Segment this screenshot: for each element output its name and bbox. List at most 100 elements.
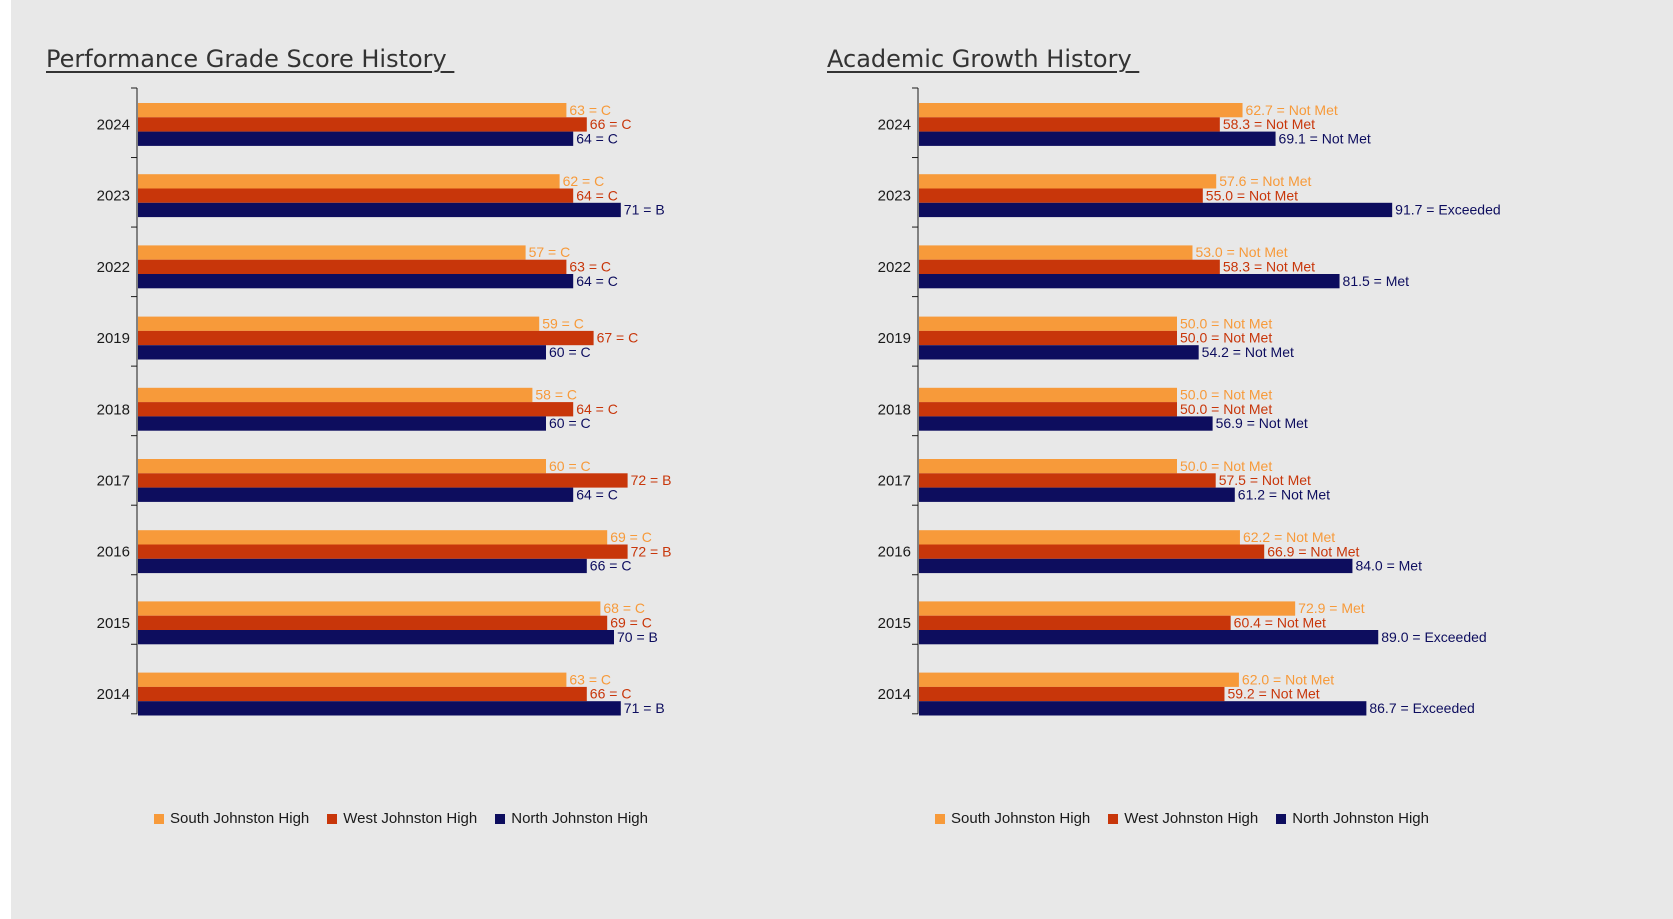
data-label-west: 64 = C [576,401,618,417]
chart-title: Performance Grade Score History [46,45,455,73]
bar-west [138,117,587,132]
bar-south [138,530,608,545]
data-label-west: 69 = C [610,615,652,631]
bar-north [138,630,614,645]
data-label-north: 86.7 = Exceeded [1369,700,1474,716]
legend-item-north[interactable]: North Johnston High [1276,810,1429,827]
y-tick-label: 2014 [97,686,130,703]
bar-north [138,274,574,289]
data-label-north: 89.0 = Exceeded [1381,629,1486,645]
data-label-north: 84.0 = Met [1355,558,1422,574]
y-tick-label: 2023 [878,188,911,205]
data-label-north: 64 = C [576,130,618,146]
data-label-south: 60 = C [549,458,591,474]
bar-north [919,131,1276,146]
bar-north [138,558,587,574]
y-tick-label: 2015 [97,615,130,632]
data-label-north: 61.2 = Not Met [1238,486,1330,502]
data-label-west: 72 = B [631,543,672,559]
legend-label: West Johnston High [343,810,478,827]
data-label-north: 71 = B [624,202,665,218]
bar-west [919,686,1225,702]
data-label-west: 66.9 = Not Met [1267,543,1359,559]
bar-west [919,473,1216,488]
data-label-west: 66 = C [590,686,632,702]
bar-south [138,316,540,331]
data-label-north: 60 = C [549,415,591,431]
y-tick-label: 2022 [878,259,911,276]
data-label-north: 91.7 = Exceeded [1395,202,1500,218]
y-tick-label: 2019 [878,330,911,347]
bar-north [138,416,546,431]
data-label-west: 63 = C [569,259,611,275]
y-tick-label: 2024 [878,116,911,133]
bar-north [919,274,1340,289]
data-label-south: 59 = C [542,315,584,331]
data-label-west: 64 = C [576,187,618,203]
bar-north [919,416,1213,431]
bar-south [919,103,1243,118]
bar-west [919,615,1231,630]
legend-item-south[interactable]: South Johnston High [935,810,1090,827]
bar-west [138,473,628,488]
academic-growth-panel: Academic Growth History 2024 62.7 = Not M… [792,0,1572,919]
data-label-south: 62.2 = Not Met [1243,529,1335,545]
bar-north [138,701,621,716]
data-label-west: 66 = C [590,116,632,132]
legend-item-south[interactable]: South Johnston High [154,810,309,827]
data-label-north: 66 = C [590,558,632,574]
bar-south [919,387,1177,403]
legend-item-north[interactable]: North Johnston High [495,810,648,827]
data-label-south: 53.0 = Not Met [1195,244,1287,260]
data-label-south: 68 = C [603,600,645,616]
legend-label: South Johnston High [951,810,1091,827]
bar-west [919,544,1265,559]
bar-north [919,630,1379,645]
bar-south [138,103,567,118]
data-label-south: 63 = C [569,102,611,118]
data-label-south: 58 = C [535,387,577,403]
data-label-west: 50.0 = Not Met [1180,330,1272,346]
data-label-north: 69.1 = Not Met [1279,130,1371,146]
bar-north [919,701,1367,716]
bar-north [919,345,1199,360]
data-label-north: 70 = B [617,629,658,645]
bar-west [919,402,1177,417]
y-tick-label: 2015 [878,615,911,632]
y-tick-label: 2017 [97,472,130,489]
bar-north [138,131,574,146]
legend-item-west[interactable]: West Johnston High [1108,810,1258,827]
chart-title: Academic Growth History [827,45,1140,73]
y-tick-label: 2016 [97,544,130,561]
data-label-south: 72.9 = Met [1298,600,1365,616]
bar-west [138,330,594,346]
data-label-west: 60.4 = Not Met [1234,615,1326,631]
y-tick-label: 2018 [97,401,130,418]
legend-label: West Johnston High [1124,810,1259,827]
bar-west [919,188,1203,203]
data-label-west: 72 = B [631,472,672,488]
bar-south [138,174,560,189]
bar-north [138,487,574,502]
legend-swatch-west [1108,813,1119,824]
performance-grade-panel: Performance Grade Score History 2024 63 =… [11,0,791,919]
legend-label: South Johnston High [170,810,310,827]
data-label-south: 57 = C [529,244,571,260]
y-tick-label: 2017 [878,472,911,489]
y-tick-label: 2024 [97,116,130,133]
data-label-south: 50.0 = Not Met [1180,458,1272,474]
bar-west [919,330,1177,346]
bar-west [919,117,1220,132]
bar-west [138,259,567,274]
legend-item-west[interactable]: West Johnston High [327,810,477,827]
bar-north [138,202,621,218]
data-label-south: 62.7 = Not Met [1246,102,1338,118]
data-label-west: 55.0 = Not Met [1206,187,1298,203]
legend-swatch-south [935,813,945,824]
data-label-west: 57.5 = Not Met [1219,472,1311,488]
bar-south [138,459,546,474]
data-label-south: 62.0 = Not Met [1242,671,1334,687]
data-label-north: 81.5 = Met [1343,273,1410,289]
